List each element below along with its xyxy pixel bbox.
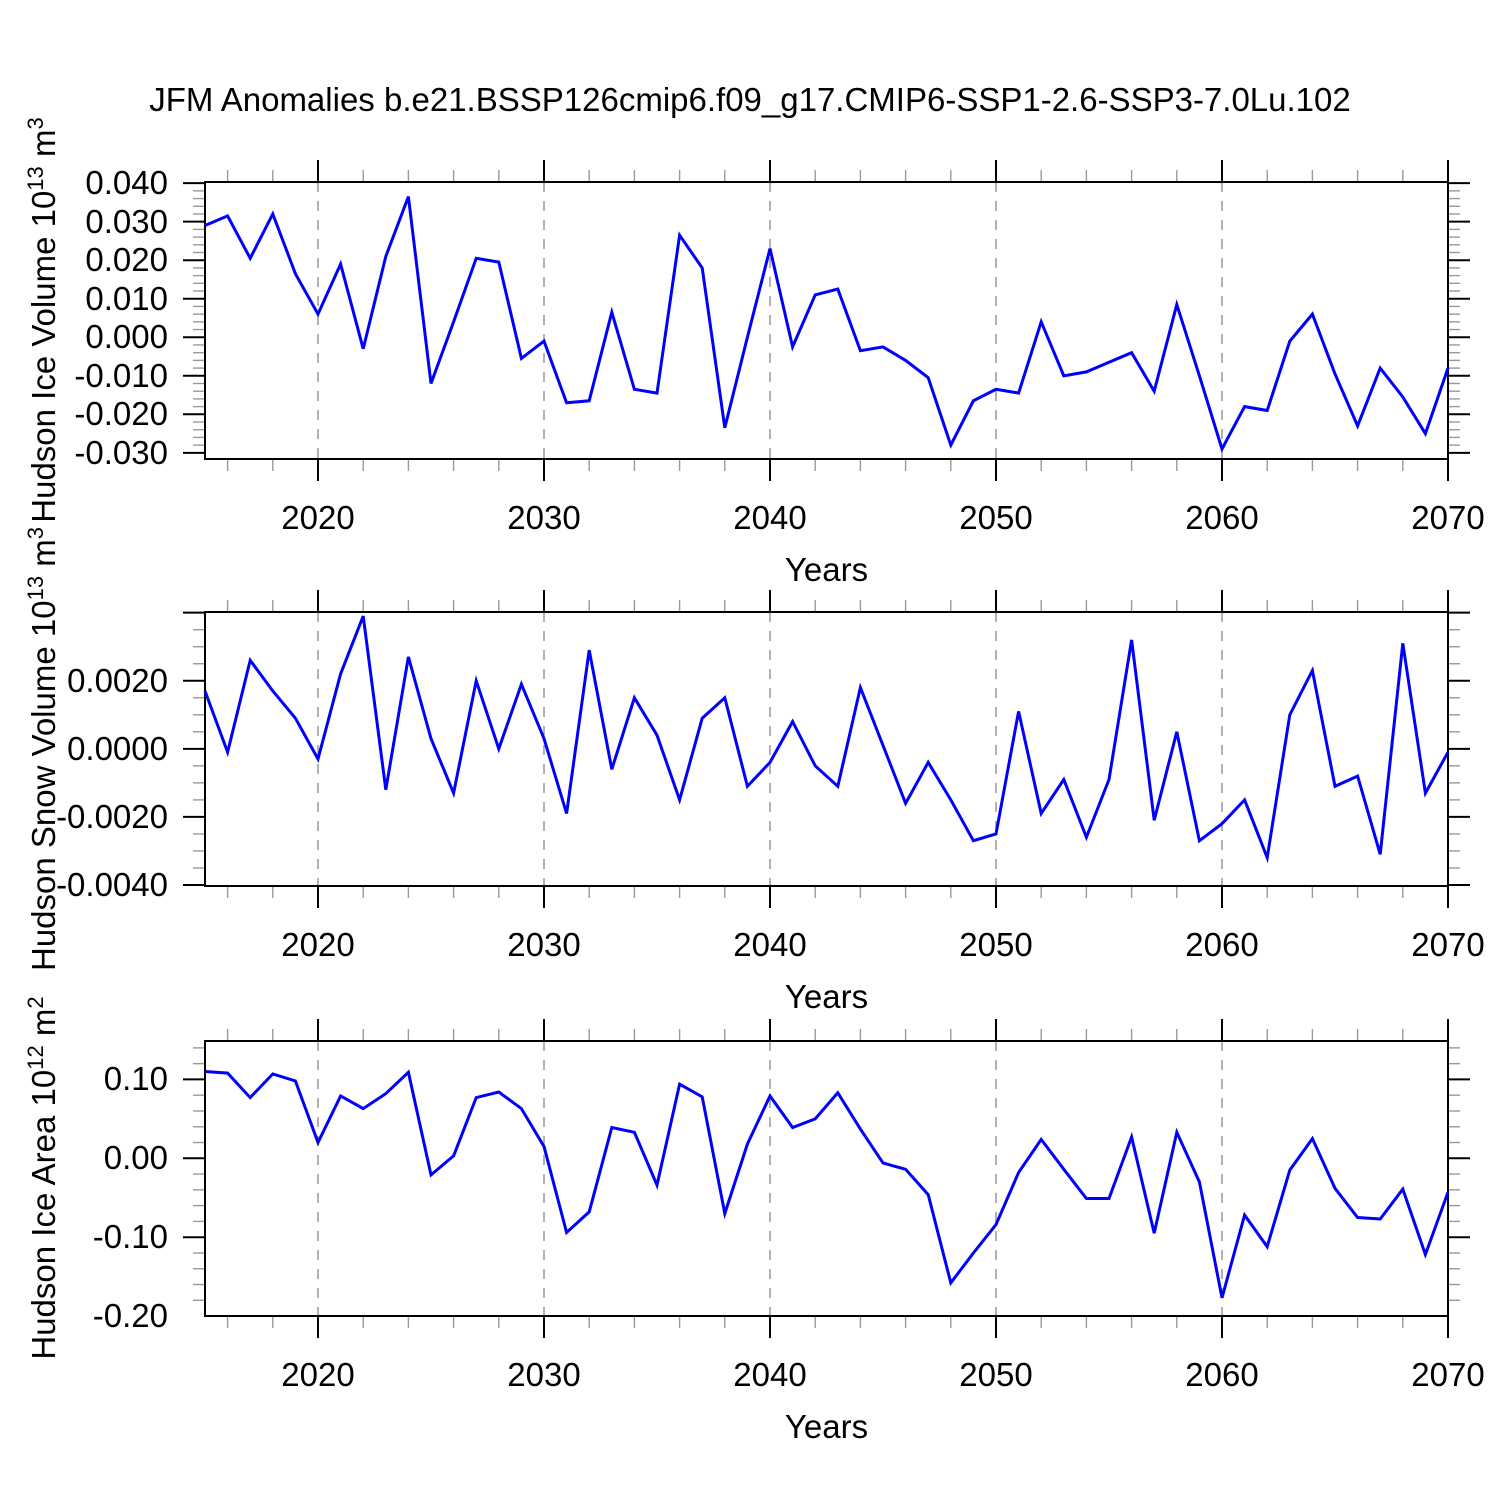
x-tick-label: 2070	[1411, 1356, 1485, 1393]
exponent: 13	[23, 575, 48, 601]
x-axis-title: Years	[784, 551, 869, 588]
x-tick-label: 2050	[959, 926, 1033, 963]
y-tick-label: 0.030	[85, 202, 168, 240]
y-tick-label: 0.010	[85, 279, 168, 317]
x-tick-label: 2030	[507, 926, 581, 963]
data-line-hudson-snow-volume	[203, 615, 1450, 864]
y-tick-label: -0.010	[74, 356, 168, 394]
unit-exponent: 3	[23, 117, 48, 130]
y-tick-label: 0.00	[103, 1139, 168, 1177]
x-tick-label: 2040	[733, 1356, 807, 1393]
x-tick-label: 2050	[959, 1356, 1033, 1393]
y-tick-label: -0.20	[92, 1297, 168, 1335]
unit: m	[25, 1008, 62, 1046]
x-tick-label: 2040	[733, 926, 807, 963]
x-axis-title: Years	[784, 978, 869, 1015]
chart-hudson-snow-volume	[183, 590, 1470, 908]
x-tick-label: 2040	[733, 499, 807, 536]
x-tick-label: 2030	[507, 1356, 581, 1393]
x-tick-label: 2050	[959, 499, 1033, 536]
data-line-hudson-ice-volume	[204, 196, 1450, 453]
x-tick-label: 2070	[1411, 499, 1485, 536]
y-tick-label: -0.10	[92, 1218, 168, 1256]
y-tick-label: -0.030	[74, 433, 168, 471]
chart-hudson-ice-volume	[183, 160, 1470, 481]
figure-title: JFM Anomalies b.e21.BSSP126cmip6.f09_g17…	[149, 81, 1351, 118]
y-tick-label: -0.020	[74, 395, 168, 433]
y-tick-label: -0.0040	[56, 865, 168, 903]
y-tick-label: 0.000	[85, 318, 168, 356]
y-tick-label: -0.0020	[56, 797, 168, 835]
y-tick-label: 0.0000	[67, 729, 168, 767]
x-tick-label: 2060	[1185, 1356, 1259, 1393]
x-tick-label: 2070	[1411, 926, 1485, 963]
y-tick-label: 0.0020	[67, 661, 168, 699]
unit: m	[25, 539, 62, 576]
y-tick-label: 0.020	[85, 241, 168, 279]
x-tick-label: 2030	[507, 499, 581, 536]
x-tick-label: 2060	[1185, 499, 1259, 536]
x-tick-label: 2060	[1185, 926, 1259, 963]
unit-exponent: 2	[23, 996, 48, 1009]
unit-exponent: 3	[23, 527, 48, 540]
chart-hudson-ice-area	[183, 1019, 1470, 1338]
x-tick-label: 2020	[281, 499, 355, 536]
plot-frame	[204, 181, 1449, 460]
y-tick-label: 0.10	[103, 1060, 168, 1098]
plot-frame	[204, 611, 1449, 887]
plot-frame	[204, 1040, 1449, 1317]
data-line-hudson-ice-area	[204, 1069, 1450, 1299]
unit: m	[25, 129, 62, 167]
x-tick-label: 2020	[281, 1356, 355, 1393]
x-tick-label: 2020	[281, 926, 355, 963]
x-axis-title: Years	[784, 1408, 869, 1445]
y-tick-label: 0.040	[85, 164, 168, 202]
